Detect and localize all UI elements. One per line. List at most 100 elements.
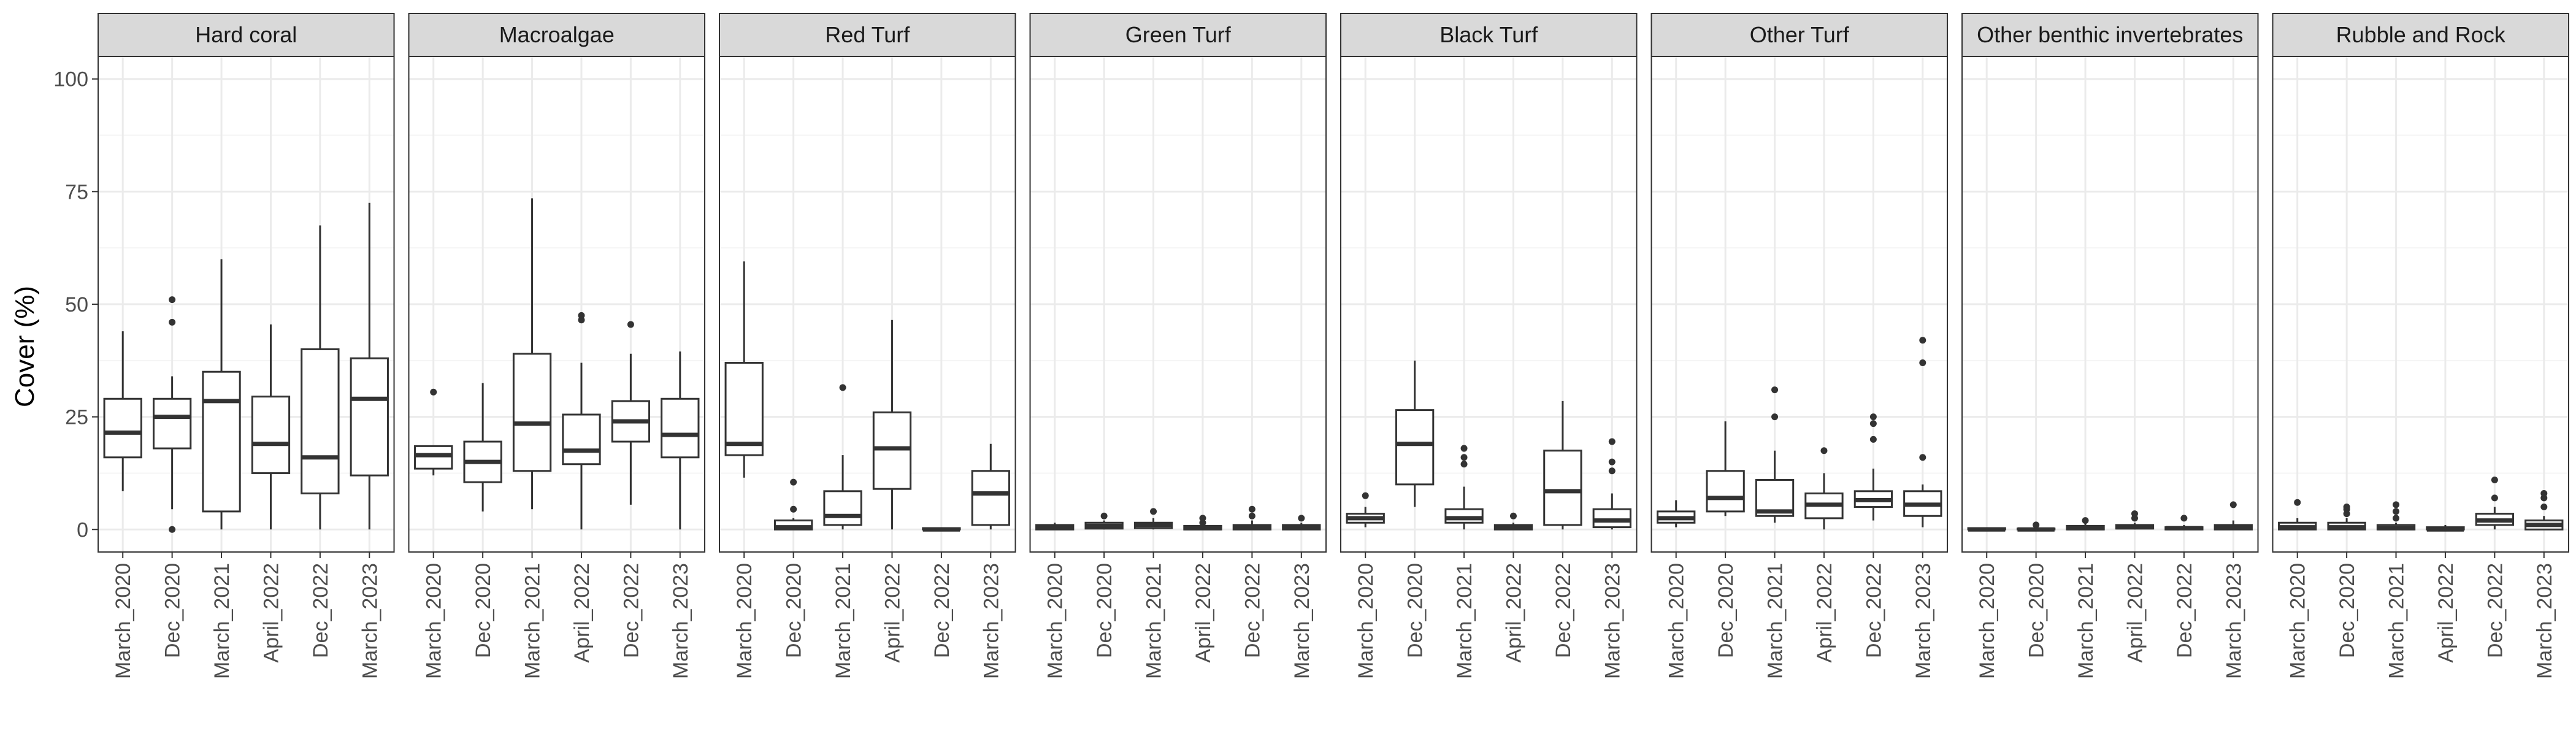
box-April_2022	[1493, 512, 1533, 531]
box-iqr	[971, 470, 1010, 526]
outlier-point	[1199, 515, 1206, 522]
y-tick-label: 100	[53, 68, 88, 91]
outlier-point	[2082, 517, 2089, 524]
outlier-point	[1362, 492, 1369, 499]
box-March_2020	[1346, 492, 1385, 527]
outlier-point	[1919, 359, 1926, 366]
box-March_2023	[971, 443, 1010, 530]
box-March_2021	[1133, 508, 1173, 530]
box-Dec_2020	[2327, 504, 2366, 531]
x-tick-label: March_2021	[210, 563, 234, 679]
x-tick-label: March_2020	[1354, 563, 1378, 679]
box-iqr	[1395, 409, 1435, 486]
x-tick-label: March_2021	[1143, 563, 1166, 679]
box-iqr	[823, 490, 862, 526]
outlier-point	[2343, 504, 2350, 511]
box-April_2022	[2115, 510, 2155, 530]
outlier-point	[2131, 510, 2138, 518]
outlier-point	[1771, 386, 1779, 394]
outlier-point	[1248, 505, 1255, 513]
box-iqr	[202, 370, 241, 513]
facet-strip	[719, 13, 1016, 57]
box-April_2022	[872, 320, 912, 530]
x-tick-label: March_2021	[1453, 563, 1476, 679]
box-Dec_2020	[1706, 421, 1745, 516]
facet-panel: Rubble and Rock March_2020 Dec_2020 March_2…	[2272, 13, 2569, 679]
box-Dec_2020	[2016, 521, 2056, 532]
x-tick-label: March_2020	[112, 563, 135, 679]
outlier-point	[1608, 438, 1616, 445]
box-March_2020	[414, 388, 453, 476]
x-tick-label: March_2020	[1976, 563, 1999, 679]
box-March_2020	[1967, 527, 2006, 532]
x-tick-label: April_2022	[1813, 563, 1836, 663]
x-tick-label: Dec_2020	[783, 563, 806, 658]
box-Dec_2022	[301, 225, 340, 530]
x-tick-label: Dec_2020	[1093, 563, 1116, 658]
y-axis-title: Cover (%)	[10, 286, 40, 407]
box-March_2021	[2066, 517, 2105, 531]
facet-panel: Other benthic invertebrates March_2020 Dec…	[1961, 13, 2259, 679]
box-Dec_2020	[463, 383, 502, 512]
box-iqr	[350, 357, 389, 477]
outlier-point	[2229, 501, 2237, 508]
outlier-point	[1608, 467, 1616, 475]
outlier-point	[1100, 512, 1108, 519]
outlier-point	[790, 505, 797, 513]
box-March_2023	[661, 351, 700, 530]
box-March_2023	[2524, 490, 2564, 531]
box-March_2020	[724, 261, 764, 478]
outlier-point	[839, 384, 846, 391]
x-tick-label: April_2022	[1192, 563, 1215, 663]
x-tick-label: April_2022	[881, 563, 904, 663]
facet-panel: Macroalgae March_2020 Dec_2020 March_2021 Ap…	[408, 13, 705, 679]
box-Dec_2022	[1853, 413, 1893, 521]
facet-strip	[2272, 13, 2569, 57]
box-April_2022	[562, 312, 601, 530]
panel-border	[408, 56, 705, 553]
x-tick-label: March_2023	[1912, 563, 1935, 679]
box-Dec_2022	[1543, 401, 1582, 530]
x-tick-label: Dec_2022	[1552, 563, 1575, 658]
facet-panel: Other Turf March_2020 Dec_2020 March_2021 Ap…	[1650, 13, 1948, 679]
x-tick-label: March_2020	[2287, 563, 2310, 679]
box-iqr	[661, 397, 700, 459]
x-tick-label: Dec_2020	[161, 563, 185, 658]
box-iqr	[1543, 450, 1582, 526]
panel-border	[1961, 56, 2259, 553]
x-tick-label: April_2022	[1502, 563, 1525, 663]
y-tick-label: 50	[65, 293, 88, 316]
box-iqr	[414, 445, 453, 470]
x-tick-label: April_2022	[259, 563, 283, 663]
box-April_2022	[251, 324, 291, 530]
x-tick-label: March_2023	[2533, 563, 2556, 679]
outlier-point	[1869, 420, 1877, 427]
y-tick-label: 0	[77, 518, 88, 542]
x-tick-label: March_2023	[1601, 563, 1624, 679]
outlier-point	[169, 526, 176, 533]
box-iqr	[724, 361, 764, 456]
x-tick-label: March_2020	[423, 563, 446, 679]
facet-strip-label: Macroalgae	[499, 22, 615, 47]
outlier-point	[1248, 512, 1255, 519]
facet-strip-label: Other Turf	[1750, 22, 1850, 47]
facet-strip-label: Rubble and Rock	[2336, 22, 2506, 47]
x-tick-label: Dec_2022	[2173, 563, 2196, 658]
x-tick-label: March_2023	[2222, 563, 2245, 679]
x-tick-label: March_2023	[669, 563, 692, 679]
box-iqr	[1444, 508, 1484, 524]
facet-panels: Hard coral March_2020 Dec_2020 March_2021 Ap…	[98, 13, 2569, 679]
x-tick-label: March_2023	[979, 563, 1003, 679]
outlier-point	[1509, 512, 1517, 519]
outlier-point	[1608, 458, 1616, 466]
outlier-point	[1869, 413, 1877, 421]
box-Dec_2020	[152, 296, 192, 533]
x-tick-label: Dec_2020	[1404, 563, 1427, 658]
x-tick-label: April_2022	[2123, 563, 2147, 663]
box-March_2023	[1282, 515, 1321, 531]
x-tick-label: April_2022	[570, 563, 594, 663]
box-iqr	[152, 397, 192, 450]
x-tick-label: March_2021	[832, 563, 855, 679]
x-tick-label: March_2020	[733, 563, 756, 679]
facet-strip-label: Hard coral	[195, 22, 297, 47]
